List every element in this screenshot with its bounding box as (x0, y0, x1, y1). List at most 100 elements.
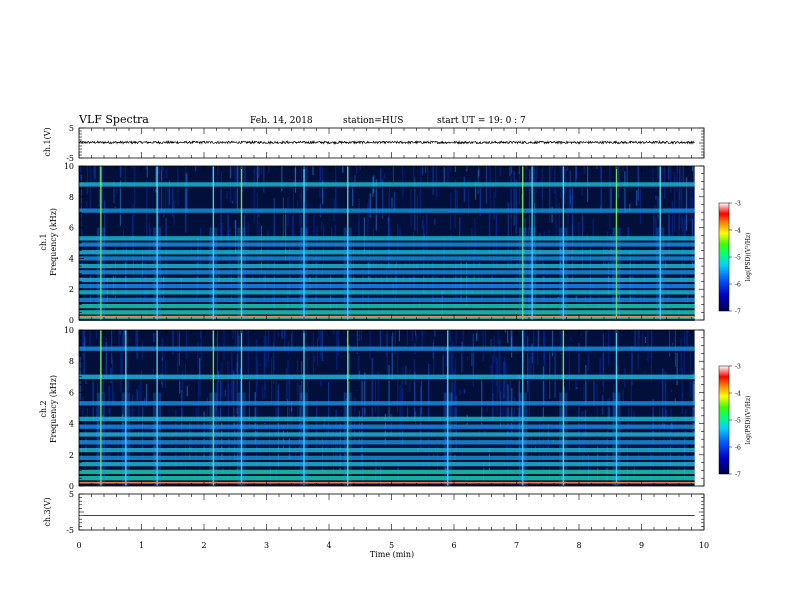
noise-streak (322, 180, 324, 205)
noise-streak (217, 166, 219, 189)
y-tick-label: 4 (69, 254, 74, 263)
x-axis-label: Time (min) (370, 550, 414, 559)
noise-streak (540, 179, 542, 183)
noise-streak (499, 338, 501, 399)
station-label: station=HUS (343, 116, 403, 126)
noise-streak (472, 380, 474, 387)
emission-event (522, 330, 524, 486)
noise-streak (455, 396, 457, 452)
noise-streak (420, 376, 423, 415)
frequency-band (79, 424, 695, 429)
x-tick-label: 7 (514, 541, 519, 550)
noise-streak (95, 401, 98, 462)
noise-streak (287, 359, 289, 406)
y-tick-label: 10 (64, 326, 74, 335)
noise-streak (300, 192, 302, 253)
noise-streak (260, 166, 263, 175)
noise-streak (320, 330, 322, 360)
noise-streak (96, 330, 98, 340)
noise-streak (527, 336, 529, 393)
ch2-colorbar-gradient (718, 365, 730, 475)
colorbar-tick-label: -3 (735, 364, 741, 371)
event-glow (96, 392, 105, 486)
noise-streak (388, 180, 391, 223)
noise-streak (321, 221, 323, 232)
noise-streak (238, 335, 240, 348)
noise-streak (297, 201, 299, 207)
noise-streak (432, 166, 434, 195)
noise-streak (570, 195, 572, 213)
noise-streak (523, 330, 526, 349)
ch2-colorbar: -3 -4 -5 -6 -7 log(PSD)(V²/Hz) (718, 364, 752, 479)
noise-streak (256, 192, 258, 254)
noise-streak (402, 268, 404, 285)
noise-streak (693, 166, 695, 186)
x-tick-label: 2 (201, 541, 206, 550)
emission-event (562, 166, 565, 320)
noise-streak (510, 177, 512, 211)
noise-streak (488, 210, 490, 260)
ch1-spectrogram-ylabel: Frequency (kHz) (49, 208, 58, 276)
noise-streak (410, 188, 412, 227)
noise-streak (181, 371, 184, 430)
noise-streak (342, 166, 344, 173)
noise-streak (79, 356, 81, 409)
noise-streak (259, 363, 261, 366)
band-gap (79, 350, 695, 353)
noise-streak (484, 382, 486, 384)
event-glow (518, 392, 527, 486)
noise-streak (466, 356, 469, 361)
noise-streak (146, 166, 148, 178)
low-frequency-line (79, 481, 695, 484)
emission-event (522, 166, 524, 320)
noise-streak (333, 330, 335, 335)
noise-streak (432, 452, 435, 457)
y-tick-label: 8 (69, 193, 74, 202)
noise-streak (227, 212, 229, 244)
noise-streak (368, 199, 370, 217)
noise-streak (217, 371, 219, 406)
noise-streak (267, 330, 270, 363)
event-glow (559, 227, 568, 320)
noise-streak (629, 203, 631, 212)
noise-streak (463, 389, 465, 394)
noise-streak (662, 368, 664, 428)
noise-streak (414, 177, 416, 231)
noise-streak (436, 439, 439, 472)
noise-streak (504, 330, 506, 333)
noise-streak (144, 397, 146, 400)
noise-streak (529, 330, 531, 331)
noise-streak (155, 166, 157, 175)
noise-streak (671, 201, 673, 238)
noise-streak (291, 330, 293, 352)
noise-streak (335, 166, 337, 215)
noise-streak (422, 166, 424, 175)
noise-streak (541, 166, 543, 197)
frequency-band (79, 283, 695, 289)
noise-streak (678, 191, 680, 249)
noise-streak (631, 346, 633, 385)
noise-streak (535, 166, 537, 193)
noise-streak (616, 366, 618, 409)
noise-streak (331, 227, 333, 245)
noise-streak (167, 188, 169, 210)
emission-event (240, 330, 243, 486)
noise-streak (391, 197, 393, 208)
noise-streak (184, 432, 187, 477)
colorbar-tick-label: -6 (735, 445, 741, 452)
noise-streak (456, 189, 458, 214)
noise-streak (238, 166, 240, 183)
noise-streak (486, 405, 488, 412)
noise-streak (312, 332, 315, 374)
noise-streak (223, 330, 225, 361)
noise-streak (114, 206, 116, 208)
noise-streak (319, 166, 322, 181)
noise-streak (445, 377, 448, 418)
band-gap (79, 314, 695, 317)
noise-streak (256, 166, 258, 188)
noise-streak (467, 180, 470, 216)
noise-streak (258, 222, 260, 276)
emission-event (562, 330, 565, 486)
noise-streak (691, 197, 693, 241)
noise-streak (352, 185, 354, 207)
